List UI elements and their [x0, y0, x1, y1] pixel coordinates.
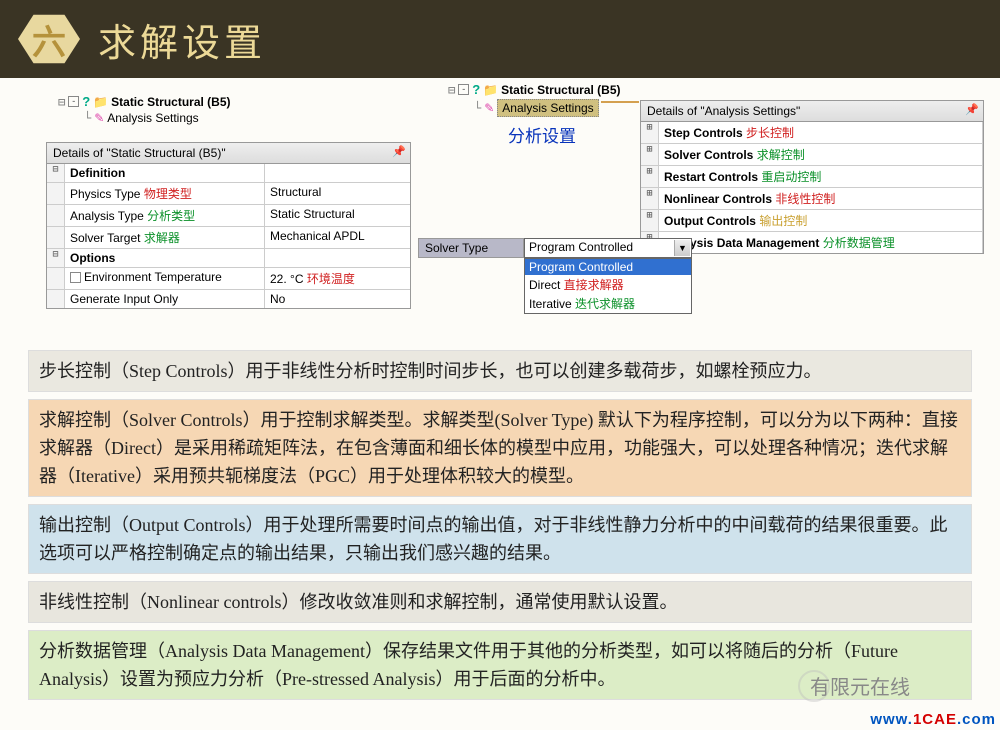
grid-row[interactable]: ⊞Output Controls 输出控制 [641, 210, 983, 232]
solver-type-dropdown[interactable]: Program ControlledDirect 直接求解器Iterative … [524, 258, 692, 314]
grid-row[interactable]: Generate Input OnlyNo [47, 290, 410, 308]
tree-node-root[interactable]: Static Structural (B5) [501, 83, 620, 97]
grid-row[interactable]: ⊟Options [47, 249, 410, 268]
outline-tree-right: ⊟-?📁 Static Structural (B5) └✎ Analysis … [448, 82, 621, 119]
annotation-connector [601, 101, 639, 103]
hexagon-badge: 六 [18, 12, 80, 66]
tree-node-analysis-settings[interactable]: Analysis Settings [107, 111, 198, 125]
panel-title: Details of "Analysis Settings"📌 [641, 101, 983, 122]
details-panel-analysis-settings: Details of "Analysis Settings"📌 ⊞Step Co… [640, 100, 984, 254]
chevron-down-icon[interactable]: ▼ [674, 240, 690, 256]
grid-row[interactable]: Physics Type 物理类型Structural [47, 183, 410, 205]
grid-row[interactable]: Environment Temperature22. °C 环境温度 [47, 268, 410, 290]
dropdown-option[interactable]: Iterative 迭代求解器 [525, 294, 691, 313]
tree-node-root[interactable]: Static Structural (B5) [111, 95, 230, 109]
annotation-label: 分析设置 [508, 122, 576, 147]
dropdown-option[interactable]: Program Controlled [525, 259, 691, 275]
explanation-box: 求解控制（Solver Controls）用于控制求解类型。求解类型(Solve… [28, 399, 972, 497]
grid-row[interactable]: Solver Target 求解器Mechanical APDL [47, 227, 410, 249]
section-number: 六 [32, 15, 66, 64]
tree-node-analysis-settings-selected[interactable]: Analysis Settings [497, 99, 598, 117]
grid-row[interactable]: ⊞Nonlinear Controls 非线性控制 [641, 188, 983, 210]
checkbox[interactable] [70, 272, 81, 283]
solver-type-select[interactable]: Program Controlled ▼ [524, 238, 692, 258]
pin-icon[interactable]: 📌 [392, 145, 406, 158]
explanation-box: 非线性控制（Nonlinear controls）修改收敛准则和求解控制，通常使… [28, 581, 972, 623]
outline-tree-left: ⊟-?📁 Static Structural (B5) └✎ Analysis … [58, 94, 231, 127]
dropdown-option[interactable]: Direct 直接求解器 [525, 275, 691, 294]
details-panel-static-structural: Details of "Static Structural (B5)"📌 ⊟De… [46, 142, 411, 309]
watermark-cn: 有限元在线 [810, 671, 910, 700]
pin-icon[interactable]: 📌 [965, 103, 979, 116]
slide-header: 六 求解设置 [0, 0, 1000, 78]
slide-title: 求解设置 [98, 12, 266, 67]
grid-row[interactable]: ⊟Definition [47, 164, 410, 183]
grid-row[interactable]: Analysis Type 分析类型Static Structural [47, 205, 410, 227]
watermark-url: www.1CAE.com [870, 711, 996, 728]
explanation-box: 步长控制（Step Controls）用于非线性分析时控制时间步长，也可以创建多… [28, 350, 972, 392]
explanation-box: 输出控制（Output Controls）用于处理所需要时间点的输出值，对于非线… [28, 504, 972, 574]
grid-row[interactable]: ⊞Restart Controls 重启动控制 [641, 166, 983, 188]
solver-type-control: Solver Type Program Controlled ▼ Program… [418, 238, 692, 314]
grid-row[interactable]: ⊞Analysis Data Management 分析数据管理 [641, 232, 983, 253]
panel-title: Details of "Static Structural (B5)"📌 [47, 143, 410, 164]
solver-type-label: Solver Type [418, 238, 524, 258]
grid-row[interactable]: ⊞Step Controls 步长控制 [641, 122, 983, 144]
explanation-boxes: 步长控制（Step Controls）用于非线性分析时控制时间步长，也可以创建多… [0, 350, 1000, 707]
grid-row[interactable]: ⊞Solver Controls 求解控制 [641, 144, 983, 166]
